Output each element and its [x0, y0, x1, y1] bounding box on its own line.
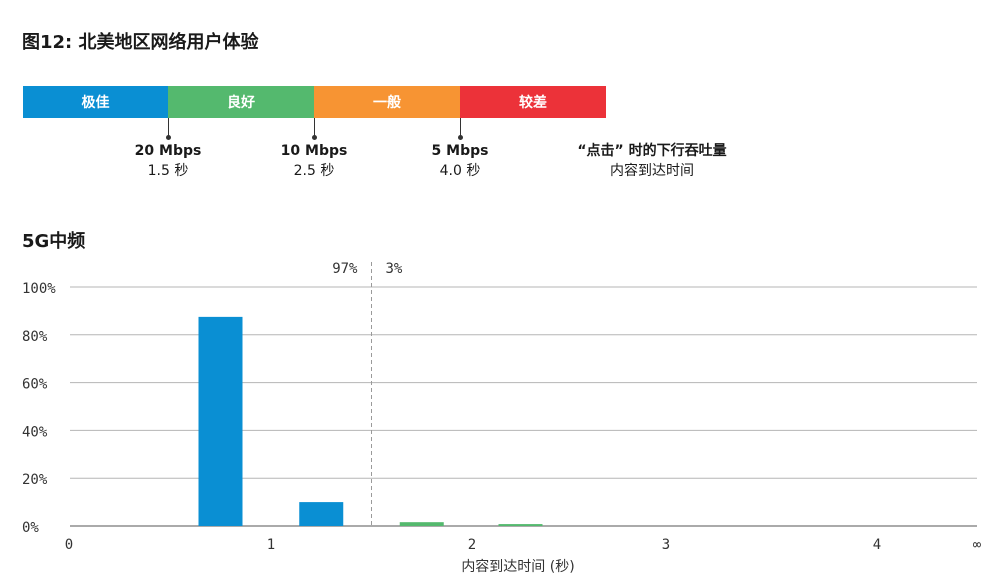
y-tick-label: 100% [22, 281, 56, 297]
figure-title: 图12: 北美地区网络用户体验 [22, 32, 259, 53]
scale-marker-speed: 5 Mbps [431, 143, 489, 159]
threshold-left-label: 97% [332, 261, 358, 277]
x-tick-label: 3 [662, 537, 670, 553]
scale-marker-3: 5 Mbps 4.0 秒 [432, 141, 489, 181]
scale-tick-dot-3 [458, 135, 463, 140]
scale-marker-1: 20 Mbps 1.5 秒 [135, 141, 202, 181]
scale-marker-2: 10 Mbps 2.5 秒 [281, 141, 348, 181]
x-axis-label: 内容到达时间 (秒) [461, 558, 574, 575]
scale-marker-speed: 10 Mbps [280, 143, 348, 159]
scale-caption: “点击” 时的下行吞吐量 内容到达时间 [577, 141, 726, 181]
scale-segment-good: 良好 [168, 86, 314, 118]
scale-tick-dot-1 [166, 135, 171, 140]
threshold-right-label: 3% [386, 261, 403, 277]
scale-tick-2 [314, 118, 315, 138]
scale-tick-1 [168, 118, 169, 138]
bar-chart: 0% 20% 40% 60% 80% 100% 0 1 2 3 4 ∞ 97% 3% 内容到达时间 (秒) [22, 261, 982, 575]
x-tick-label: 4 [873, 537, 881, 553]
scale-marker-time: 2.5 秒 [293, 163, 335, 179]
scale-marker-speed: 20 Mbps [134, 143, 202, 159]
x-tick-label: 0 [65, 537, 73, 553]
chart-bar [198, 316, 243, 526]
y-tick-label: 40% [22, 424, 48, 440]
y-tick-label: 20% [22, 472, 48, 488]
y-tick-label: 0% [22, 520, 39, 536]
scale-caption-line2: 内容到达时间 [610, 163, 694, 179]
y-tick-label: 60% [22, 377, 48, 393]
scale-segment-excellent: 极佳 [23, 86, 168, 118]
y-tick-label: 80% [22, 329, 48, 345]
scale-marker-time: 4.0 秒 [439, 163, 481, 179]
chart-bar [299, 502, 344, 526]
scale-marker-time: 1.5 秒 [147, 163, 189, 179]
chart-subtitle: 5G中频 [22, 231, 86, 252]
experience-scale-bar: 极佳 良好 一般 较差 [23, 86, 606, 118]
scale-caption-line1: “点击” 时的下行吞吐量 [577, 143, 727, 159]
chart-bar [498, 524, 543, 526]
x-tick-label: ∞ [973, 537, 982, 553]
scale-tick-3 [460, 118, 461, 138]
x-tick-label: 2 [468, 537, 476, 553]
scale-segment-poor: 较差 [460, 86, 606, 118]
scale-segment-fair: 一般 [314, 86, 460, 118]
chart-bar [399, 522, 444, 526]
x-tick-label: 1 [267, 537, 275, 553]
scale-tick-dot-2 [312, 135, 317, 140]
